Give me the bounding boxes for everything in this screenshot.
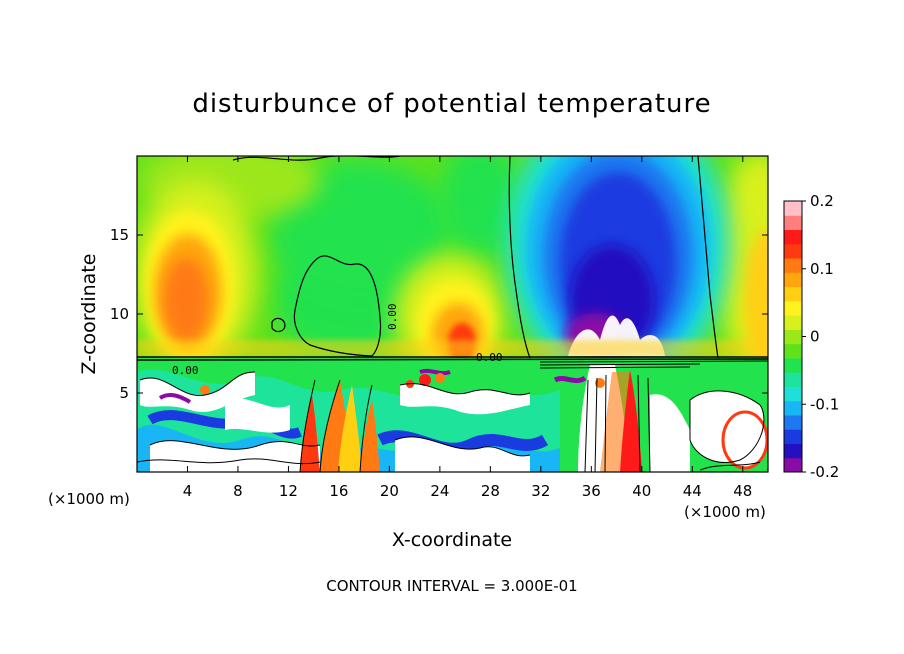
colorbar-segment bbox=[784, 258, 802, 273]
x-unit-label-right: (×1000 m) bbox=[684, 503, 766, 521]
contour-label-inversion: 0.00 bbox=[476, 351, 503, 364]
x-tick-label: 4 bbox=[183, 482, 193, 500]
lower-contours bbox=[137, 371, 765, 472]
colorbar-tick-label: 0.1 bbox=[810, 260, 834, 278]
x-unit-label-left: (×1000 m) bbox=[48, 490, 130, 508]
contour-label-upper: 0.00 bbox=[386, 304, 399, 331]
colorbar-segment bbox=[784, 272, 802, 288]
x-tick-label: 36 bbox=[582, 482, 601, 500]
x-tick-label: 24 bbox=[430, 482, 449, 500]
contour-label-left: 0.00 bbox=[172, 364, 199, 377]
x-tick-label: 8 bbox=[233, 482, 243, 500]
colorbar-segment bbox=[784, 215, 802, 231]
colorbar-segment bbox=[784, 429, 802, 444]
lower-field bbox=[137, 358, 768, 472]
x-tick-label: 16 bbox=[329, 482, 348, 500]
colorbar-segment bbox=[784, 315, 802, 330]
x-axis-ticks: 4 8 12 16 20 24 28 32 36 40 44 48 bbox=[183, 156, 752, 500]
y-tick-label: 15 bbox=[110, 226, 129, 244]
y-tick-label: 5 bbox=[119, 384, 129, 402]
x-tick-label: 40 bbox=[632, 482, 651, 500]
colorbar-segment bbox=[784, 386, 802, 402]
colorbar-segment bbox=[784, 201, 802, 216]
colorbar-segment bbox=[784, 443, 802, 459]
colorbar-segment bbox=[784, 400, 802, 416]
colorbar-tick-label: -0.1 bbox=[810, 395, 839, 413]
y-tick-label: 10 bbox=[110, 305, 129, 323]
colorbar-segment bbox=[784, 243, 802, 259]
colorbar-segment bbox=[784, 357, 802, 373]
x-tick-label: 28 bbox=[481, 482, 500, 500]
chart-title: disturbunce of potential temperature bbox=[192, 89, 711, 119]
colorbar-segment bbox=[784, 229, 802, 245]
colorbar-segment bbox=[784, 286, 802, 302]
colorbar-tick-label: -0.2 bbox=[810, 463, 839, 481]
colorbar-tick-label: 0 bbox=[810, 328, 820, 346]
x-tick-label: 32 bbox=[531, 482, 550, 500]
x-tick-label: 20 bbox=[380, 482, 399, 500]
x-tick-label: 48 bbox=[733, 482, 752, 500]
colorbar-segment bbox=[784, 343, 802, 359]
colorbar-ticks: 0.2 0.1 0 -0.1 -0.2 bbox=[802, 192, 839, 481]
x-tick-label: 12 bbox=[279, 482, 298, 500]
x-tick-label: 44 bbox=[683, 482, 702, 500]
colorbar-tick-label: 0.2 bbox=[810, 192, 834, 210]
colorbar-segment bbox=[784, 300, 802, 316]
upper-field-shading bbox=[137, 156, 768, 385]
upper-contours bbox=[232, 156, 719, 359]
colorbar-segment bbox=[784, 457, 802, 473]
colorbar-segment bbox=[784, 329, 802, 345]
y-axis-label: Z-coordinate bbox=[78, 254, 100, 375]
colorbar bbox=[784, 201, 802, 473]
x-axis-label: X-coordinate bbox=[392, 529, 512, 551]
inversion-contours bbox=[137, 356, 768, 369]
y-axis-ticks: 5 10 15 bbox=[110, 226, 768, 402]
contour-interval-note: CONTOUR INTERVAL = 3.000E-01 bbox=[326, 577, 577, 595]
colorbar-segment bbox=[784, 414, 802, 430]
colorbar-segment bbox=[784, 372, 802, 387]
plot-area bbox=[137, 156, 768, 472]
